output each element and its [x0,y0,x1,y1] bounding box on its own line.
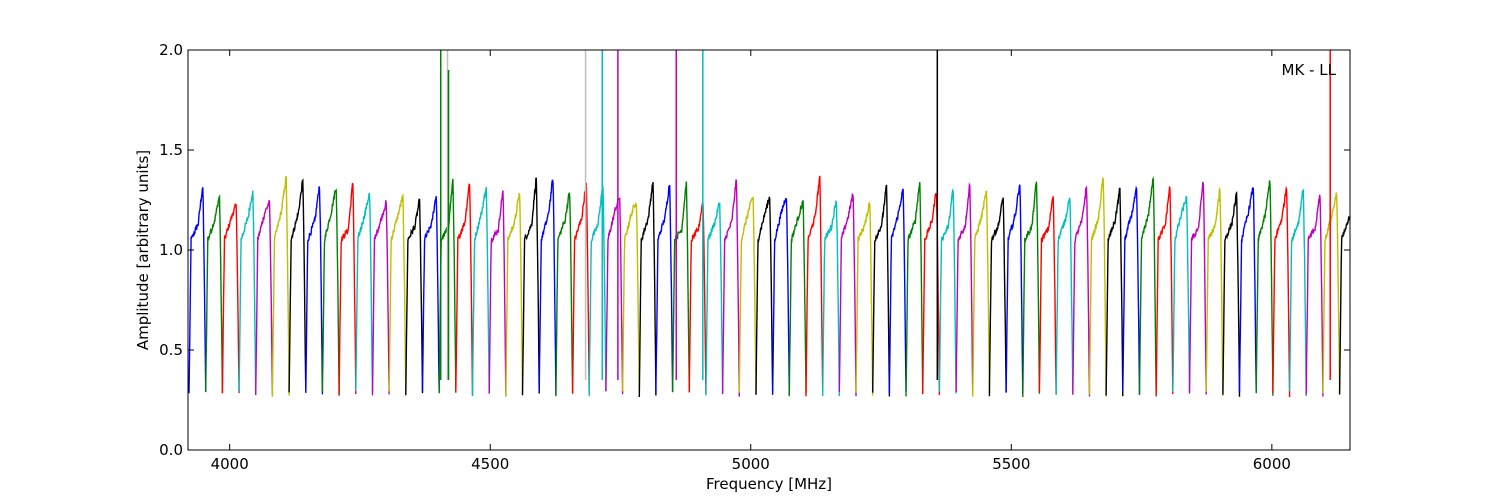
channel-trace [388,193,407,397]
channel-trace [805,175,824,397]
y-tick-label: 1.5 [159,141,183,159]
channel-trace [321,188,340,396]
channel-trace [271,175,290,397]
channel-trace [721,179,740,397]
channel-trace [988,197,1007,397]
channel-trace [1088,177,1107,397]
channel-trace [1222,191,1241,397]
channel-trace [338,182,357,396]
x-axis-label: Frequency [MHz] [706,475,832,493]
channel-trace [1055,197,1074,396]
channel-trace [872,184,891,397]
channel-trace [1022,181,1041,398]
channel-trace [455,183,474,396]
channel-trace [938,188,957,394]
y-tick-label: 0.5 [159,341,183,359]
channel-trace [371,200,390,396]
x-tick-label: 4000 [211,455,249,473]
channel-trace [1005,184,1024,395]
channel-trace [1255,180,1274,396]
channel-trace [1205,186,1224,396]
channel-trace [955,182,974,393]
channel-trace [1305,194,1324,397]
y-tick-label: 1.0 [159,241,183,259]
channel-trace [888,188,907,394]
channel-trace [1238,187,1257,393]
channel-trace [605,197,624,395]
channel-trace [421,196,440,393]
x-tick-label: 5000 [732,455,770,473]
channel-trace [905,182,924,397]
channel-trace [1072,185,1091,397]
channel-trace [188,187,207,394]
channel-trace [771,197,790,395]
channel-trace [1122,185,1141,395]
channel-trace [521,177,540,396]
channel-trace [288,178,307,393]
x-axis: 4000 4500 5000 5500 6000 [211,50,1291,473]
channel-trace [638,182,657,398]
channel-trace [238,190,257,396]
channel-trace [1288,189,1307,397]
channel-trace [405,198,424,395]
channel-trace [838,192,857,397]
y-axis-label: Amplitude [arbitrary units] [134,150,152,350]
channel-trace [1172,195,1191,392]
channel-trace [1155,186,1174,395]
y-tick-label: 0.0 [159,441,183,459]
y-tick-label: 2.0 [159,41,183,59]
channel-trace [855,202,874,396]
channel-trace [255,200,274,395]
x-tick-label: 4500 [471,455,509,473]
channel-trace [505,192,524,397]
channel-trace [671,181,690,393]
channel-trace [221,203,240,394]
y-axis: 0.0 0.5 1.0 1.5 2.0 [159,41,1350,459]
channel-trace [588,185,607,396]
chart-annotation: MK - LL [1282,61,1337,79]
channel-trace [488,190,507,397]
channel-trace [571,180,590,394]
channel-trace [705,202,724,396]
x-tick-label: 6000 [1253,455,1291,473]
x-tick-label: 5500 [992,455,1030,473]
channel-trace [305,186,324,395]
channel-trace [471,187,490,397]
spike-layer [439,50,1331,380]
data-layer [188,175,1351,398]
channel-trace [755,196,774,395]
channel-trace [205,194,224,394]
channel-trace [355,192,374,393]
channel-trace [555,191,574,397]
channel-trace [1272,185,1291,398]
channel-trace [738,196,757,395]
channel-trace [1138,176,1157,397]
channel-trace [1105,187,1124,397]
channel-trace [1322,192,1341,394]
channel-trace [538,179,557,395]
channel-trace [1338,215,1351,395]
channel-trace [655,185,674,393]
channel-trace [788,200,807,397]
channel-trace [1188,181,1207,395]
channel-trace [972,190,991,397]
channel-trace [621,201,640,392]
channel-trace [822,199,840,397]
channel-trace [1038,196,1057,394]
